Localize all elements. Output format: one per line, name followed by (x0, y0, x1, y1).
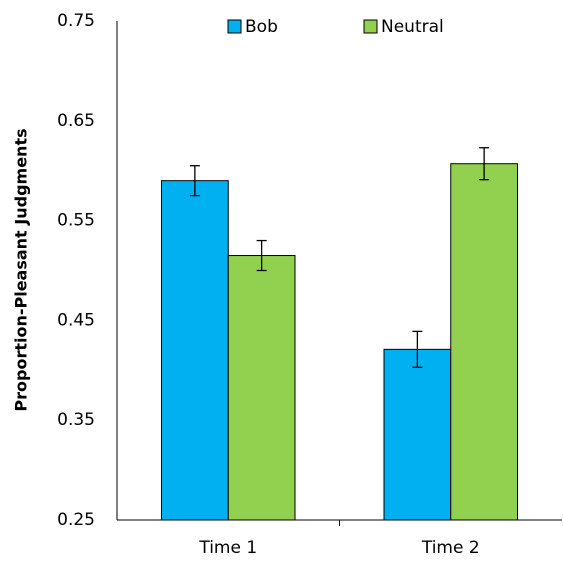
legend-label: Neutral (381, 17, 444, 37)
legend-swatch (363, 19, 378, 34)
y-tick-label: 0.25 (57, 510, 95, 530)
y-axis-label: Proportion-Pleasant Judgments (12, 128, 31, 411)
error-bar (479, 147, 490, 181)
x-tick-label: Time 1 (198, 538, 257, 558)
bar (450, 163, 518, 521)
error-bar (256, 239, 267, 272)
bar (161, 180, 229, 521)
x-tick-label: Time 2 (421, 538, 480, 558)
error-bar (412, 330, 423, 368)
y-tick-label: 0.55 (57, 211, 95, 231)
y-tick-label: 0.65 (57, 111, 95, 131)
legend-label: Bob (245, 17, 278, 37)
y-tick-label: 0.75 (57, 11, 95, 31)
legend-swatch (227, 19, 242, 34)
bar (383, 348, 452, 521)
bar (227, 255, 296, 521)
error-bar (189, 165, 200, 197)
y-tick-label: 0.35 (57, 410, 95, 430)
y-tick-label: 0.45 (57, 310, 95, 330)
